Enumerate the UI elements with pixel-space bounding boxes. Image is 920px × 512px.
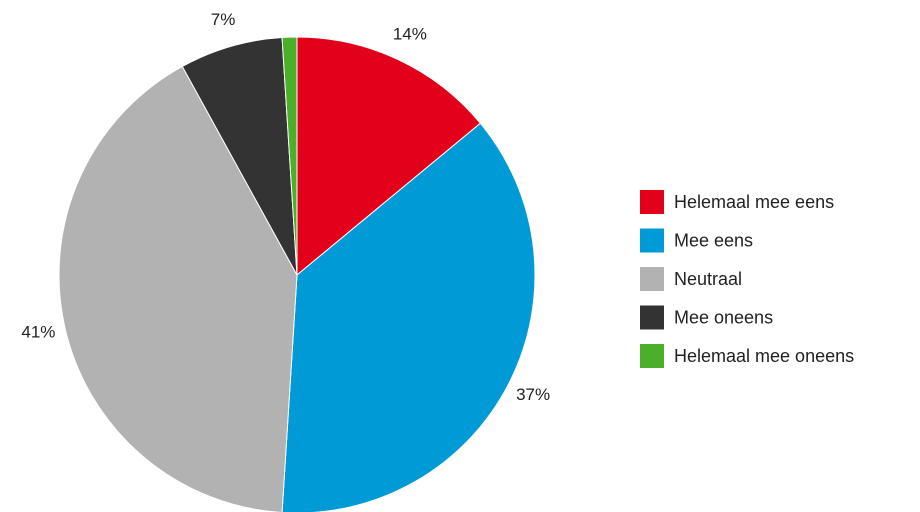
legend-label: Neutraal — [674, 269, 742, 289]
legend-label: Mee oneens — [674, 307, 773, 327]
pie-slice — [296, 36, 482, 277]
data-label: 37% — [516, 385, 550, 404]
pie-slice — [58, 65, 298, 512]
pie-slice — [181, 36, 298, 276]
legend-swatch — [640, 344, 664, 368]
legend: Helemaal mee eens Mee eens Neutraal Mee one… — [640, 190, 854, 368]
legend-swatch — [640, 267, 664, 291]
legend-label: Mee eens — [674, 230, 753, 250]
legend-label: Helemaal mee eens — [674, 192, 834, 212]
pie — [58, 36, 536, 512]
pie-slice — [281, 122, 536, 512]
pie-slice — [281, 36, 298, 276]
legend-label: Helemaal mee oneens — [674, 346, 854, 366]
legend-swatch — [640, 228, 664, 253]
data-label: 41% — [21, 322, 55, 341]
data-label: 7% — [211, 10, 236, 29]
legend-swatch — [640, 305, 664, 330]
data-label: 14% — [393, 25, 427, 44]
legend-swatch — [640, 190, 664, 214]
data-labels: 14% 37% 41% 7% — [21, 10, 550, 404]
